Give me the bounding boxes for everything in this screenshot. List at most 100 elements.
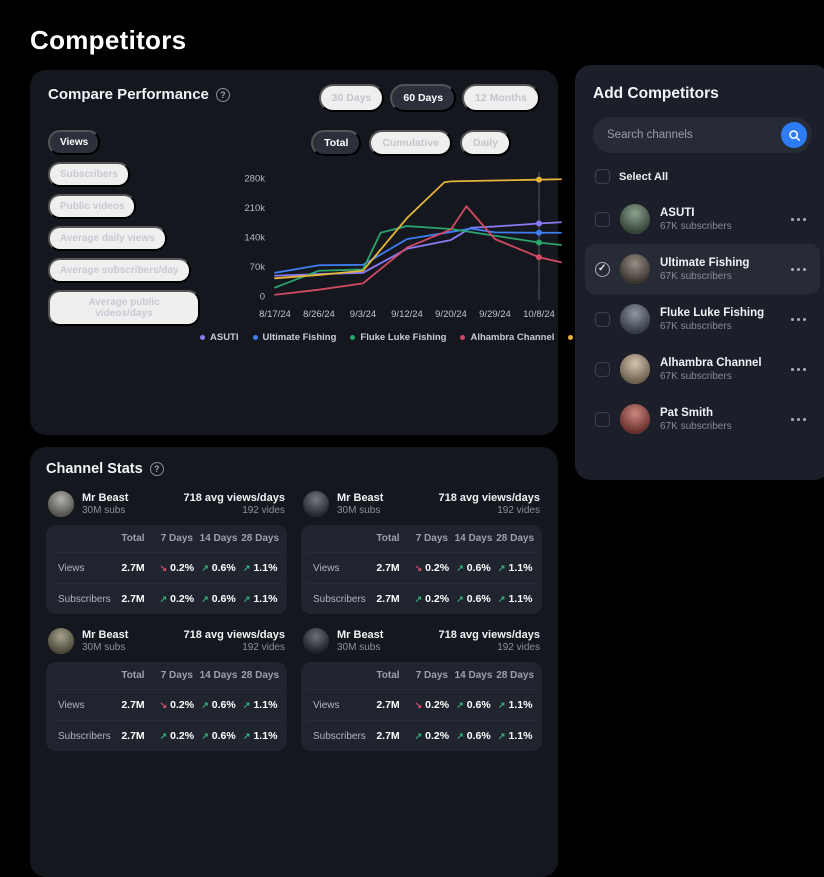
stat-avatar	[48, 628, 74, 654]
chart-mode-tab[interactable]: Daily	[460, 130, 512, 156]
chart-mode-tab[interactable]: Total	[311, 130, 362, 156]
legend-dot-icon	[460, 335, 466, 340]
channel-name: Alhambra Channel	[660, 356, 762, 369]
search-input[interactable]	[593, 117, 812, 153]
channel-row[interactable]: ASUTI 67K subscribers	[585, 194, 820, 244]
more-dots-icon	[791, 217, 794, 221]
svg-text:9/12/24: 9/12/24	[391, 309, 423, 320]
stat-channel-name: Mr Beast	[337, 629, 384, 641]
more-menu-button[interactable]	[787, 412, 810, 427]
table-row: Subscribers 2.7M ↗ 0.2% ↗ 0.6% ↗ 1.1%	[307, 583, 536, 614]
select-all-row[interactable]: Select All	[593, 169, 812, 184]
more-dots-icon	[791, 317, 794, 321]
stat-channel-name: Mr Beast	[82, 629, 129, 641]
stat-table: Total 7 Days 14 Days 28 Days Views 2.7M …	[46, 525, 287, 614]
svg-text:70k: 70k	[250, 262, 266, 273]
channel-checkbox[interactable]	[595, 211, 610, 227]
date-range-tab[interactable]: 12 Months	[462, 84, 540, 112]
stat-card: Mr Beast 30M subs 718 avg views/days 192…	[301, 487, 542, 614]
table-row: Subscribers 2.7M ↗ 0.2% ↗ 0.6% ↗ 1.1%	[52, 720, 281, 751]
svg-text:280k: 280k	[244, 174, 265, 185]
table-row: Subscribers 2.7M ↗ 0.2% ↗ 0.6% ↗ 1.1%	[52, 583, 281, 614]
metric-tab[interactable]: Average public videos/days	[48, 290, 200, 326]
trend-arrow-icon: ↗	[456, 562, 464, 573]
stat-video-count: 192 vides	[497, 505, 540, 516]
stats-grid: Mr Beast 30M subs 718 avg views/days 192…	[46, 487, 542, 751]
channel-subscribers: 67K subscribers	[660, 370, 732, 382]
date-range-tab[interactable]: 30 Days	[318, 84, 385, 112]
stat-avg-views: 718 avg views/days	[438, 492, 540, 504]
channel-avatar	[620, 204, 650, 234]
channel-checkbox[interactable]	[595, 361, 610, 377]
stat-channel-name: Mr Beast	[337, 492, 384, 504]
date-range-tab[interactable]: 60 Days	[390, 84, 457, 112]
channel-row[interactable]: Ultimate Fishing 67K subscribers	[585, 244, 820, 294]
stat-avg-views: 718 avg views/days	[183, 629, 285, 641]
trend-arrow-icon: ↗	[497, 562, 506, 573]
metric-tab[interactable]: Subscribers	[48, 162, 130, 187]
more-menu-button[interactable]	[787, 312, 810, 327]
svg-text:8/26/24: 8/26/24	[303, 309, 335, 320]
stat-avatar	[303, 628, 329, 654]
trend-arrow-icon: ↘	[414, 699, 423, 710]
stat-avg-views: 718 avg views/days	[438, 629, 540, 641]
channel-row[interactable]: Pat Smith 67K subscribers	[585, 394, 820, 444]
legend-item[interactable]: Alhambra Channel	[460, 332, 554, 343]
channel-subscribers: 67K subscribers	[660, 420, 732, 432]
channel-stats-card: Channel Stats Mr Beast 30M subs 718 avg …	[30, 447, 558, 877]
metric-list: Views Subscribers Public videos Average …	[48, 130, 200, 343]
trend-arrow-icon: ↗	[414, 593, 423, 604]
more-menu-button[interactable]	[787, 262, 810, 277]
metric-tab[interactable]: Average subscribers/day	[48, 258, 191, 283]
metric-tab[interactable]: Views	[48, 130, 101, 155]
chart-mode-tab[interactable]: Cumulative	[369, 130, 452, 156]
trend-arrow-icon: ↗	[242, 593, 251, 604]
table-row: Views 2.7M ↘ 0.2% ↗ 0.6% ↗ 1.1%	[307, 552, 536, 583]
channel-checkbox[interactable]	[595, 411, 610, 427]
stat-channel-subs: 30M subs	[337, 642, 381, 653]
metric-tab[interactable]: Average daily views	[48, 226, 167, 251]
channel-row[interactable]: Fluke Luke Fishing 67K subscribers	[585, 294, 820, 344]
help-icon[interactable]	[149, 462, 164, 476]
more-dots-icon	[791, 417, 794, 421]
channel-name: Pat Smith	[660, 406, 714, 419]
help-icon[interactable]	[215, 87, 230, 102]
stat-channel-subs: 30M subs	[82, 505, 126, 516]
stat-table: Total 7 Days 14 Days 28 Days Views 2.7M …	[301, 525, 542, 614]
channel-row[interactable]: Alhambra Channel 67K subscribers	[585, 344, 820, 394]
stat-video-count: 192 vides	[242, 642, 285, 653]
stat-card: Mr Beast 30M subs 718 avg views/days 192…	[301, 624, 542, 751]
channel-name: Ultimate Fishing	[660, 256, 750, 269]
trend-arrow-icon: ↗	[242, 699, 251, 710]
stat-table: Total 7 Days 14 Days 28 Days Views 2.7M …	[46, 662, 287, 751]
trend-arrow-icon: ↗	[456, 699, 464, 710]
metric-tab[interactable]: Public videos	[48, 194, 137, 219]
stat-table: Total 7 Days 14 Days 28 Days Views 2.7M …	[301, 662, 542, 751]
channel-checkbox[interactable]	[595, 261, 610, 277]
trend-arrow-icon: ↗	[456, 593, 464, 604]
trend-arrow-icon: ↘	[159, 699, 168, 710]
trend-arrow-icon: ↗	[497, 730, 506, 741]
legend-item[interactable]: Ultimate Fishing	[252, 332, 336, 343]
trend-arrow-icon: ↗	[497, 699, 506, 710]
select-all-checkbox[interactable]	[595, 169, 610, 184]
more-menu-button[interactable]	[787, 212, 810, 227]
trend-arrow-icon: ↘	[414, 562, 423, 573]
trend-arrow-icon: ↗	[159, 593, 168, 604]
search-button[interactable]	[781, 122, 807, 148]
channel-list: ASUTI 67K subscribers Ultimate Fishing 6…	[585, 194, 820, 444]
legend-item[interactable]: ASUTI	[200, 332, 239, 343]
table-row: Views 2.7M ↘ 0.2% ↗ 0.6% ↗ 1.1%	[307, 689, 536, 720]
channel-subscribers: 67K subscribers	[660, 320, 732, 332]
stat-card: Mr Beast 30M subs 718 avg views/days 192…	[46, 487, 287, 614]
stat-card: Mr Beast 30M subs 718 avg views/days 192…	[46, 624, 287, 751]
performance-chart[interactable]: 280k 210k 140k 70k 0 8/17/24 8/26/24 9/3/24 9/12…	[235, 160, 587, 324]
svg-text:140k: 140k	[244, 233, 265, 244]
legend-item[interactable]: Fluke Luke Fishing	[350, 332, 446, 343]
stat-channel-subs: 30M subs	[337, 505, 381, 516]
channel-checkbox[interactable]	[595, 311, 610, 327]
stat-video-count: 192 vides	[242, 505, 285, 516]
stat-avatar	[48, 491, 74, 517]
channel-avatar	[620, 304, 650, 334]
more-menu-button[interactable]	[787, 362, 810, 377]
